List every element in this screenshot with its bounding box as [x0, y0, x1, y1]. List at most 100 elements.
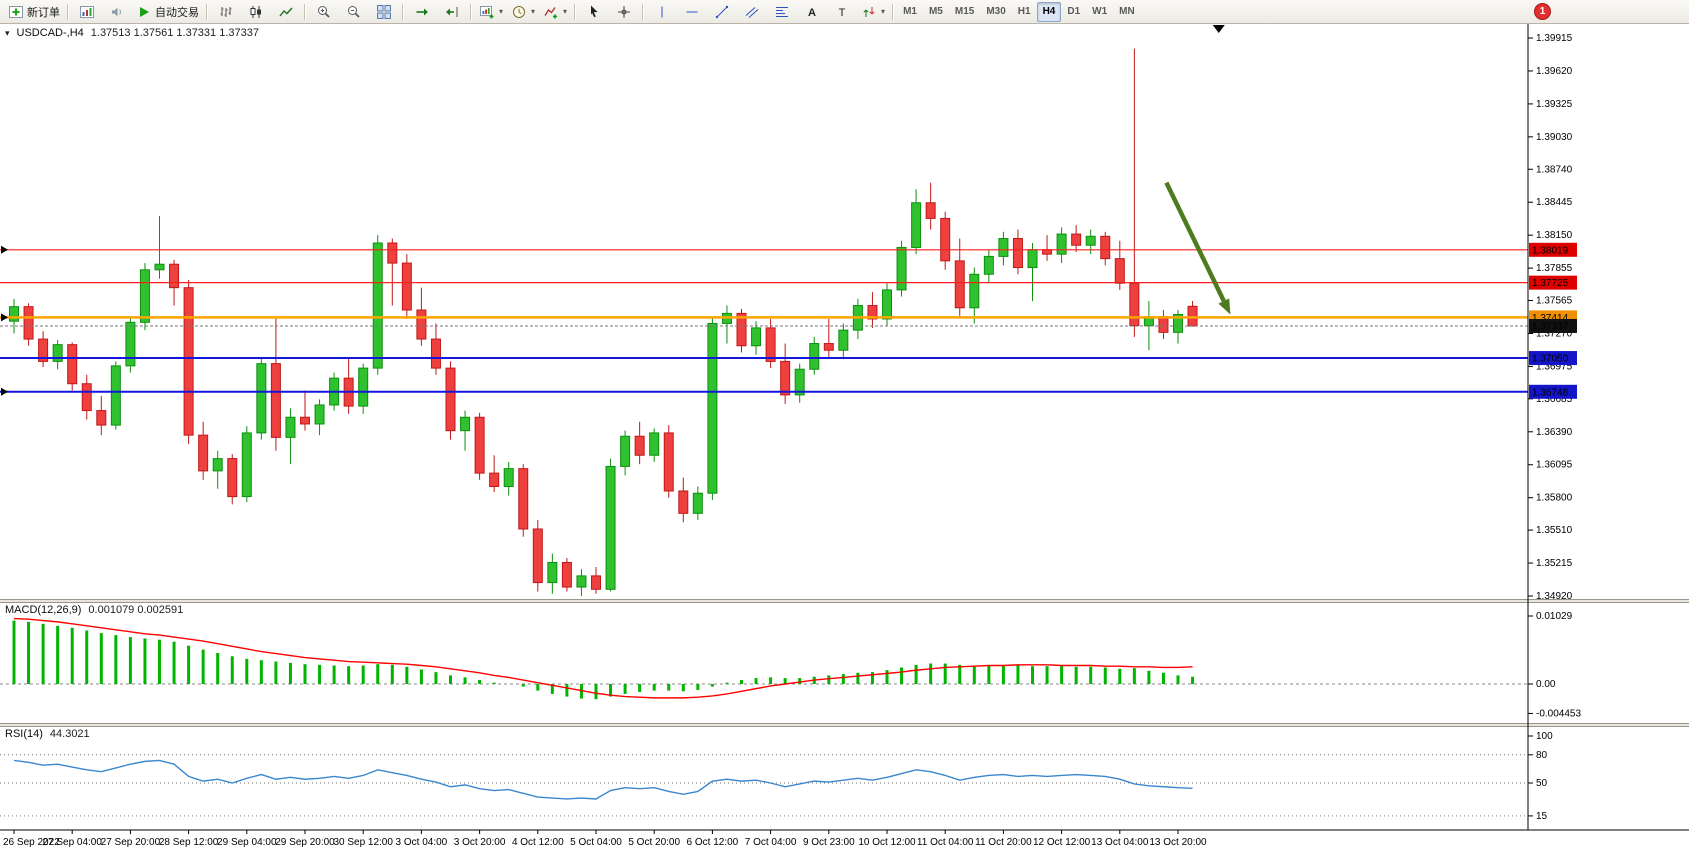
timeframe-MN[interactable]: MN	[1119, 6, 1135, 17]
price-chart-canvas[interactable]: 0.010290.00-0.0044531008050151.399151.39…	[0, 24, 1689, 857]
candle-body	[765, 327, 776, 362]
timeframe-M1[interactable]: M1	[903, 6, 917, 17]
toolbar-separator	[206, 3, 208, 20]
label-icon: T	[834, 4, 850, 20]
macd-histogram	[12, 620, 1195, 700]
zoom-in-button[interactable]	[309, 1, 339, 23]
panel-separator[interactable]	[0, 723, 1689, 727]
toolbar-separator	[67, 3, 69, 20]
candle-body	[1056, 233, 1067, 255]
toolbar-separator	[470, 3, 472, 20]
rsi-scale-label: 15	[1536, 811, 1548, 822]
charts-button[interactable]	[72, 1, 102, 23]
toolbar-separator	[892, 3, 895, 20]
chart-shift-marker[interactable]	[1212, 25, 1225, 33]
rsi-panel: 100 80 50 15	[0, 731, 1553, 822]
panel-separator[interactable]	[0, 599, 1689, 603]
price-badge: 1.38019	[1529, 242, 1577, 257]
candle-body	[154, 263, 165, 271]
chart-window[interactable]: ▾ USDCAD-,H4 1.37513 1.37561 1.37331 1.3…	[0, 24, 1689, 857]
line-chart-button[interactable]	[271, 1, 301, 23]
auto-scroll-button[interactable]	[407, 1, 437, 23]
candle-body	[1027, 249, 1038, 269]
autotrading-button[interactable]: 自动交易	[132, 1, 203, 23]
price-axis[interactable]: 1.39915 1.39620 1.39325 1.39030 1.38740 1.384…	[1527, 24, 1577, 830]
time-axis-label: 13 Oct 04:00	[1091, 837, 1149, 848]
new-chart-icon	[479, 4, 495, 20]
time-axis-label: 11 Oct 20:00	[975, 837, 1032, 848]
candle-body	[911, 202, 922, 248]
candle-body	[605, 465, 616, 590]
time-axis-label: 5 Oct 20:00	[628, 837, 680, 848]
trendline-button[interactable]	[707, 1, 737, 23]
chart-menu-icon[interactable]: ▾	[5, 27, 10, 38]
time-axis-label: 4 Oct 12:00	[512, 837, 564, 848]
rsi-line	[13, 759, 1193, 800]
candle-body	[474, 416, 485, 474]
vertical-line-button[interactable]	[647, 1, 677, 23]
trend-arrow-annotation[interactable]	[1164, 181, 1231, 315]
bar-chart-icon	[218, 4, 234, 20]
timeframe-D1[interactable]: D1	[1067, 6, 1081, 17]
candle-body	[256, 363, 267, 434]
arrows-button[interactable]: ▾	[857, 1, 889, 23]
dropdown-caret-icon: ▾	[531, 7, 536, 16]
time-axis-label: 3 Oct 20:00	[454, 837, 506, 848]
time-axis-label: 6 Oct 12:00	[687, 837, 739, 848]
candle-body	[125, 321, 136, 367]
cursor-button[interactable]	[579, 1, 609, 23]
zoom-out-button[interactable]	[339, 1, 369, 23]
price-axis-label: 1.35800	[1536, 493, 1573, 504]
new-chart-button[interactable]: ▾	[475, 1, 507, 23]
dropdown-caret-icon: ▾	[499, 7, 504, 16]
label-button[interactable]: T	[827, 1, 857, 23]
candle-chart-button[interactable]	[241, 1, 271, 23]
candle-body	[751, 327, 762, 347]
candle-body	[940, 217, 951, 262]
timeframe-H1[interactable]: H1	[1017, 6, 1031, 17]
timeframe-M15[interactable]: M15	[954, 6, 975, 17]
svg-text:1.36748: 1.36748	[1532, 387, 1569, 398]
indicators-button[interactable]: ▾	[539, 1, 571, 23]
horizontal-line-button[interactable]	[677, 1, 707, 23]
timeframe-M5[interactable]: M5	[928, 6, 943, 17]
alerts-button[interactable]	[102, 1, 132, 23]
tile-windows-button[interactable]	[369, 1, 399, 23]
candle-body	[430, 338, 441, 369]
channel-button[interactable]	[737, 1, 767, 23]
new-order-button[interactable]: 新订单	[4, 1, 64, 23]
bar-chart-button[interactable]	[211, 1, 241, 23]
timeframe-H4[interactable]: H4	[1036, 1, 1062, 22]
auto-scroll-icon	[414, 4, 430, 20]
profiles-button[interactable]: ▾	[507, 1, 539, 23]
price-axis-label: 1.38150	[1536, 230, 1573, 241]
rsi-scale-label: 50	[1536, 778, 1548, 789]
notification-badge[interactable]: 1	[1534, 3, 1551, 20]
candlestick-series	[9, 48, 1198, 596]
candle-body	[983, 255, 994, 275]
price-axis-label: 1.36975	[1536, 361, 1573, 372]
time-axis-label: 7 Oct 04:00	[745, 837, 797, 848]
timeframe-W1[interactable]: W1	[1092, 6, 1108, 17]
candle-body	[780, 360, 791, 396]
candle-body	[1173, 313, 1183, 333]
timeframe-M30[interactable]: M30	[986, 6, 1006, 17]
time-axis-label: 3 Oct 04:00	[396, 837, 448, 848]
candle-body	[227, 458, 238, 498]
time-axis-label: 9 Oct 23:00	[803, 837, 855, 848]
crosshair-button[interactable]	[609, 1, 639, 23]
candle-body	[387, 242, 398, 264]
candle-body	[314, 404, 325, 425]
price-badge: 1.36748	[1529, 384, 1577, 399]
candle-body	[692, 492, 703, 514]
candle-body	[212, 458, 223, 472]
price-axis-label: 1.39620	[1536, 66, 1573, 77]
price-axis-label: 1.36685	[1536, 394, 1573, 405]
fibonacci-button[interactable]	[767, 1, 797, 23]
text-button[interactable]: A	[797, 1, 827, 23]
candle-body	[23, 306, 34, 340]
chart-shift-button[interactable]	[437, 1, 467, 23]
candle-body	[81, 383, 92, 412]
candle-body	[954, 260, 965, 309]
